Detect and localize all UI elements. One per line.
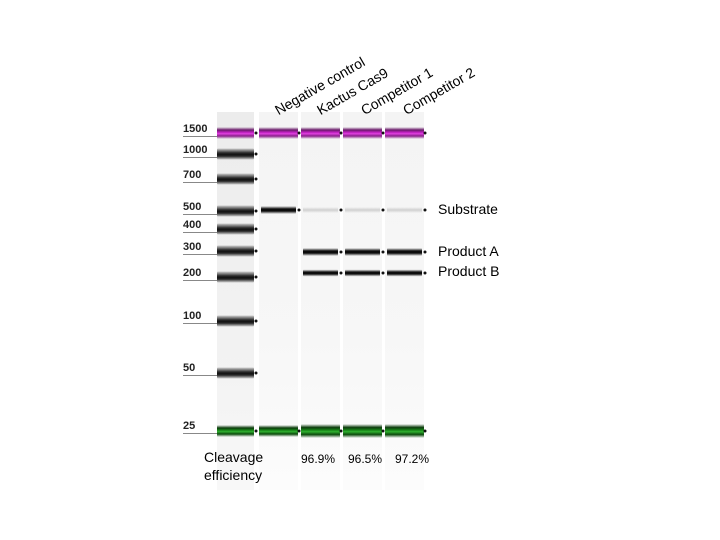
ladder-band-400	[217, 223, 254, 235]
ladder-band-200	[217, 271, 254, 283]
substrate-band	[261, 206, 296, 214]
competitor-2-lane	[385, 112, 424, 490]
upper-marker-band	[343, 127, 382, 139]
product-a-band	[303, 248, 338, 256]
tick-mark	[381, 429, 385, 433]
band-label-product-a: Product A	[438, 243, 499, 259]
ladder-band-300	[217, 245, 254, 257]
cleavage-efficiency-caption: Cleavage efficiency	[204, 448, 263, 484]
tick-mark	[339, 208, 343, 212]
upper-marker-band	[301, 127, 340, 139]
tick-mark	[254, 131, 258, 135]
ladder-label-25: 25	[183, 420, 196, 432]
efficiency-competitor-2: 97.2%	[395, 452, 430, 466]
ladder-band-700	[217, 173, 254, 185]
ladder-upper-marker	[217, 127, 254, 139]
ladder-rule-1500	[183, 136, 217, 137]
ladder-lower-marker	[217, 425, 254, 437]
ladder-rule-100	[183, 323, 217, 324]
tick-mark	[381, 208, 385, 212]
efficiency-competitor-1: 96.5%	[348, 452, 383, 466]
tick-mark	[423, 208, 427, 212]
ladder-label-1000: 1000	[183, 144, 208, 156]
product-b-band	[387, 269, 422, 277]
ladder-rule-500	[183, 214, 217, 215]
ladder-band-100	[217, 315, 254, 327]
tick-mark	[423, 429, 427, 433]
ladder-rule-50	[183, 375, 217, 376]
band-label-substrate: Substrate	[438, 201, 498, 217]
ladder-rule-700	[183, 182, 217, 183]
product-b-band	[303, 269, 338, 277]
tick-mark	[254, 371, 258, 375]
ladder-label-1500: 1500	[183, 123, 208, 135]
substrate-band	[387, 207, 422, 213]
tick-mark	[254, 249, 258, 253]
competitor-1-lane	[343, 112, 382, 490]
ladder-band-50	[217, 367, 254, 379]
tick-mark	[423, 250, 427, 254]
tick-mark	[381, 271, 385, 275]
ladder-rule-400	[183, 232, 217, 233]
ladder-label-700: 700	[183, 169, 202, 181]
caption-line-1: Cleavage	[204, 449, 264, 465]
ladder-label-100: 100	[183, 310, 202, 322]
substrate-band	[303, 207, 338, 213]
substrate-band	[345, 207, 380, 213]
product-a-band	[387, 248, 422, 256]
tick-mark	[381, 250, 385, 254]
upper-marker-band	[385, 127, 424, 139]
tick-mark	[254, 275, 258, 279]
kactus-cas9-lane	[301, 112, 340, 490]
ladder-label-50: 50	[183, 362, 196, 374]
tick-mark	[254, 152, 258, 156]
ladder-rule-200	[183, 280, 217, 281]
ladder-label-200: 200	[183, 267, 202, 279]
tick-mark	[297, 208, 301, 212]
ladder-rule-300	[183, 254, 217, 255]
ladder-label-500: 500	[183, 201, 202, 213]
product-a-band	[345, 248, 380, 256]
tick-mark	[254, 227, 258, 231]
tick-mark	[381, 131, 385, 135]
ladder-band-1000	[217, 148, 254, 160]
ladder-lane	[217, 112, 254, 490]
lower-marker-band	[301, 424, 340, 438]
upper-marker-band	[259, 127, 298, 139]
tick-mark	[254, 429, 258, 433]
lower-marker-band	[259, 425, 298, 437]
ladder-label-400: 400	[183, 219, 202, 231]
tick-mark	[254, 319, 258, 323]
tick-mark	[254, 177, 258, 181]
efficiency-kactus-cas9: 96.9%	[301, 452, 336, 466]
tick-mark	[339, 250, 343, 254]
lower-marker-band	[343, 424, 382, 438]
tick-mark	[297, 429, 301, 433]
tick-mark	[339, 429, 343, 433]
tick-mark	[423, 131, 427, 135]
negative-control-lane	[259, 112, 298, 490]
tick-mark	[339, 131, 343, 135]
tick-mark	[254, 209, 258, 213]
ladder-rule-1000	[183, 157, 217, 158]
band-label-product-b: Product B	[438, 263, 500, 279]
caption-line-2: efficiency	[204, 467, 263, 483]
ladder-rule-25	[183, 433, 217, 434]
ladder-band-500	[217, 205, 254, 217]
tick-mark	[297, 131, 301, 135]
lower-marker-band	[385, 424, 424, 438]
ladder-label-300: 300	[183, 241, 202, 253]
tick-mark	[423, 271, 427, 275]
tick-mark	[339, 271, 343, 275]
product-b-band	[345, 269, 380, 277]
